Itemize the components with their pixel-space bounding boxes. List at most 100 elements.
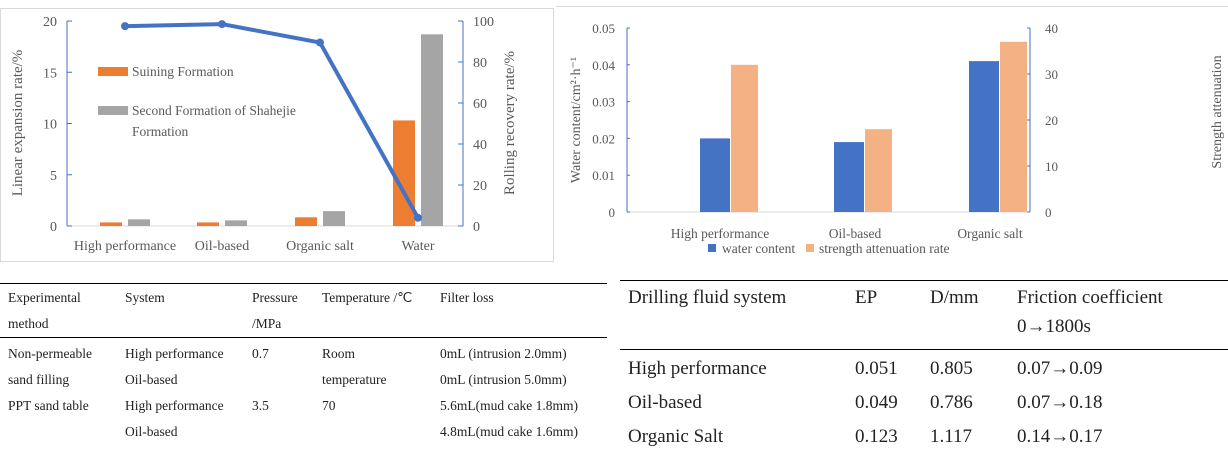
bar-shahejie	[421, 34, 443, 227]
y2-tick-label: 40	[1045, 21, 1058, 36]
bar-suining	[100, 222, 122, 226]
x-tick-label: Organic salt	[286, 239, 354, 254]
table1-header-cell: Experimental	[8, 290, 81, 305]
table2-cell: 0.786	[930, 392, 973, 413]
bar-water-content	[834, 142, 864, 212]
table1-cell: 5.6mL(mud cake 1.8mm)	[440, 398, 578, 413]
y-axis-title: Linear expansion rate/%	[10, 50, 26, 197]
y2-tick-label: 10	[1045, 159, 1058, 174]
x-tick-label: High performance	[671, 226, 770, 241]
bar-suining	[197, 222, 219, 226]
table1-cell: sand filling	[8, 372, 70, 387]
table2-subheader: 0→1800s	[1017, 316, 1091, 337]
table2-cell: 0.07→0.09	[1017, 358, 1103, 379]
bar-strength-attenuation	[1000, 41, 1027, 212]
table2-top-rule	[620, 280, 1228, 281]
bar-water-content	[969, 61, 999, 213]
table1-cell: Oil-based	[125, 372, 178, 387]
line-point	[121, 22, 129, 31]
table1-cell: High performance	[125, 346, 224, 361]
table1-cell: Non-permeable	[8, 346, 92, 361]
table1-header-rule	[0, 337, 607, 338]
x-tick-label: Organic salt	[957, 226, 1023, 241]
bar-shahejie	[128, 219, 150, 226]
y-tick-label: 0.03	[592, 95, 615, 110]
table2-cell: 1.117	[930, 426, 973, 447]
table1-cell: 3.5	[252, 398, 269, 413]
table1-cell: 0mL (intrusion 5.0mm)	[440, 372, 567, 387]
right-chart-frame	[556, 0, 1228, 7]
rolling-recovery-line	[124, 22, 420, 219]
legend-label: water content	[722, 241, 795, 256]
table1-cell: 0.7	[252, 346, 269, 361]
y2-tick-label: 40	[473, 138, 487, 153]
y-axis-title: Water content/cm²·h⁻¹	[569, 57, 584, 183]
table2-cell: 0.14→0.17	[1017, 426, 1103, 447]
table1-cell: 4.8mL(mud cake 1.6mm)	[440, 424, 578, 439]
table1-header-cell: Filter loss	[440, 290, 494, 305]
bar-water-content	[700, 138, 730, 212]
table1-header-cell: Temperature /℃	[322, 290, 413, 305]
table1-cell: Room	[322, 346, 356, 361]
table1-cell: temperature	[322, 372, 387, 387]
legend-label: Suining Formation	[132, 64, 234, 79]
table1-cell: High performance	[125, 398, 224, 413]
table1-header-cell: method	[8, 316, 49, 331]
table2-header-cell: D/mm	[930, 287, 979, 308]
table2-cell: 0.07→0.18	[1017, 392, 1103, 413]
y2-tick-label: 60	[473, 97, 487, 112]
y2-tick-label: 100	[473, 15, 494, 30]
table2-cell: High performance	[628, 358, 767, 379]
bar-shahejie	[323, 211, 345, 226]
y-tick-label: 10	[43, 118, 57, 133]
y2-tick-label: 80	[473, 56, 487, 71]
legend-label: Formation	[132, 124, 188, 139]
y2-tick-label: 30	[1045, 67, 1058, 82]
line-point	[414, 213, 422, 222]
table1-header-cell: Pressure	[252, 290, 298, 305]
x-tick-label: Oil-based	[829, 226, 882, 241]
y-tick-label: 0.01	[592, 168, 615, 183]
legend-label: Second Formation of Shahejie	[132, 103, 296, 118]
table1-cell: 0mL (intrusion 2.0mm)	[440, 346, 567, 361]
table2-header-cell: Drilling fluid system	[628, 287, 787, 308]
legend-label: strength attenuation rate	[819, 241, 949, 256]
table2-cell: 0.123	[855, 426, 898, 447]
y-tick-label: 0.04	[592, 58, 615, 73]
table2-cell: 0.805	[930, 358, 973, 379]
table1-top-rule	[0, 283, 607, 284]
table1-cell: 70	[322, 398, 336, 413]
y2-tick-label: 20	[473, 179, 487, 194]
y2-axis-title: Rolling recovery rate/%	[502, 51, 518, 195]
left-chart-frame	[0, 8, 554, 262]
bar-strength-attenuation	[865, 129, 892, 212]
legend-swatch-water-content	[708, 244, 716, 252]
y-tick-label: 0	[609, 205, 616, 220]
table2-header-rule	[620, 349, 1228, 350]
table2-cell: 0.051	[855, 358, 898, 379]
y2-axis-title: Strength attenuation	[1210, 55, 1225, 168]
bar-strength-attenuation	[731, 64, 758, 212]
y-tick-label: 5	[50, 169, 57, 184]
x-tick-label: Oil-based	[195, 239, 249, 254]
line-point	[218, 20, 226, 29]
table1-header-cell: /MPa	[252, 316, 282, 331]
y-tick-label: 15	[43, 66, 57, 81]
table2-cell: Organic Salt	[628, 426, 724, 447]
y2-tick-label: 0	[473, 220, 480, 235]
table1-cell: PPT sand table	[8, 398, 89, 413]
table2-header-cell: Friction coefficient	[1017, 287, 1163, 308]
legend-swatch-shahejie	[98, 106, 128, 115]
y-tick-label: 0	[50, 220, 57, 235]
table1-cell: Oil-based	[125, 424, 178, 439]
table2-cell: 0.049	[855, 392, 898, 413]
y2-tick-label: 20	[1045, 113, 1058, 128]
bar-shahejie	[225, 220, 247, 226]
table1-header-cell: System	[125, 290, 165, 305]
legend-swatch-strength	[806, 244, 814, 252]
line-point	[316, 38, 324, 47]
x-tick-label: Water	[401, 239, 434, 254]
bar-suining	[295, 217, 317, 226]
y2-tick-label: 0	[1045, 205, 1052, 220]
